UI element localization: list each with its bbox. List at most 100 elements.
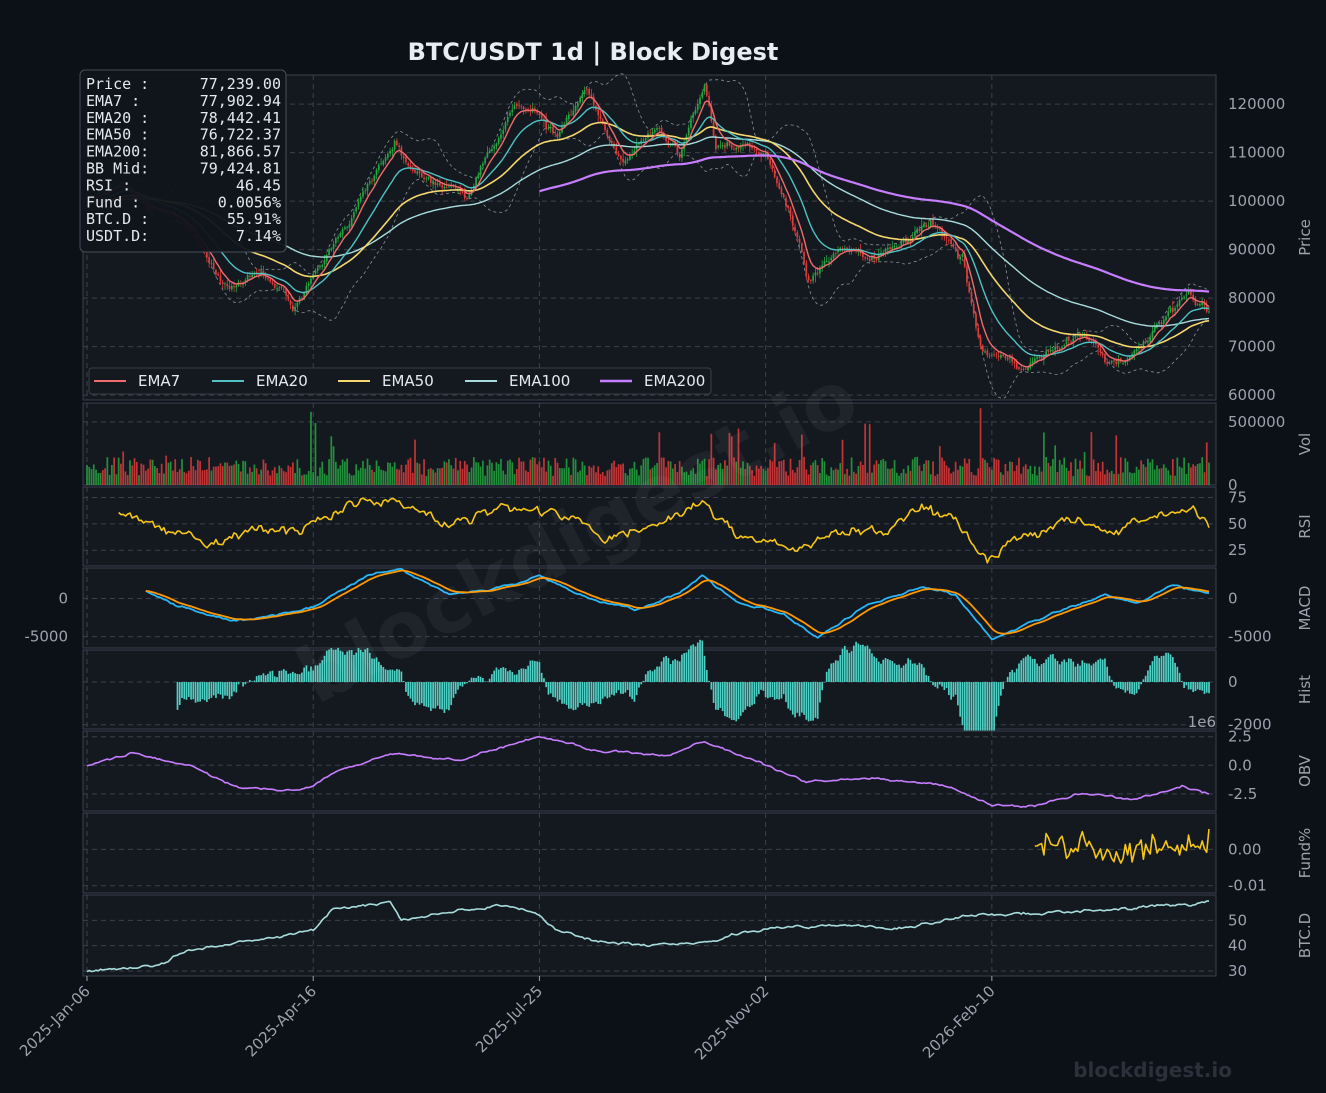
volume-bar — [350, 475, 353, 485]
volume-bar — [986, 462, 989, 485]
hist-bar — [819, 682, 821, 703]
candle-body — [941, 227, 943, 235]
hist-bar — [1079, 665, 1081, 683]
info-value: 79,424.81 — [200, 160, 281, 178]
volume-bar — [167, 462, 170, 485]
candle-body — [708, 95, 710, 106]
hist-bar — [1065, 662, 1068, 683]
volume-bar — [206, 469, 208, 485]
hist-bar — [486, 681, 489, 683]
hist-bar — [916, 664, 919, 683]
volume-bar — [296, 459, 299, 485]
hist-bar — [957, 682, 959, 706]
candle-body — [638, 143, 640, 145]
hist-bar — [1095, 661, 1097, 683]
candle-body — [954, 247, 957, 250]
volume-bar — [760, 465, 762, 485]
volume-bar — [1049, 466, 1052, 485]
candle-body — [375, 169, 378, 176]
volume-bar — [565, 458, 568, 485]
volume-bar — [239, 471, 242, 485]
hist-bar — [1183, 682, 1185, 689]
volume-bar — [1097, 462, 1100, 485]
candle-body — [364, 190, 367, 192]
volume-bar — [601, 471, 604, 485]
volume-bar — [703, 458, 706, 485]
hist-bar — [843, 645, 846, 683]
volume-bar — [990, 469, 993, 485]
hist-bar — [961, 682, 964, 726]
volume-bar — [583, 465, 586, 485]
volume-bar — [617, 464, 620, 485]
volume-bar — [586, 475, 588, 485]
hist-bar — [289, 673, 292, 683]
candle-body — [701, 92, 704, 98]
candle-body — [1176, 304, 1179, 307]
volume-tick-label: 0 — [1228, 476, 1238, 494]
volume-bar — [873, 464, 876, 485]
candle-body — [233, 286, 235, 288]
hist-bar — [1128, 682, 1131, 694]
hist-bar — [755, 682, 758, 697]
volume-bar — [1131, 473, 1133, 485]
candle-body — [1124, 361, 1127, 363]
volume-bar — [495, 462, 498, 485]
volume-bar — [540, 467, 543, 485]
volume-bar — [1208, 462, 1210, 485]
volume-bar — [1162, 464, 1165, 485]
candle-body — [441, 185, 443, 188]
volume-bar — [355, 464, 358, 485]
hist-bar — [459, 682, 462, 686]
info-label: USDT.D: — [86, 227, 149, 245]
candle-body — [970, 292, 973, 304]
hist-bar — [660, 661, 663, 683]
hist-bar — [911, 663, 914, 683]
volume-bar — [1160, 468, 1163, 485]
candle-body — [305, 286, 308, 294]
info-label: EMA7 : — [86, 92, 140, 110]
hist-bar — [816, 682, 819, 719]
hist-bar — [719, 682, 722, 708]
hist-bar — [355, 652, 358, 683]
hist-bar — [855, 641, 857, 683]
volume-bar — [943, 460, 946, 485]
hist-bar — [1199, 682, 1201, 691]
hist-bar — [812, 682, 814, 721]
candle-body — [812, 275, 814, 281]
volume-bar — [106, 457, 109, 485]
volume-bar — [1169, 475, 1172, 485]
volume-bar — [622, 463, 624, 485]
candle-body — [552, 126, 554, 134]
volume-bar — [613, 460, 615, 485]
hist-bar — [601, 682, 604, 699]
hist-bar — [570, 682, 572, 709]
hist-bar — [1174, 662, 1176, 683]
volume-bar — [579, 470, 581, 485]
hist-bar — [278, 670, 281, 683]
candle-body — [409, 165, 412, 169]
hist-bar — [859, 644, 862, 683]
volume-bar — [574, 459, 577, 485]
volume-bar — [1126, 461, 1129, 485]
volume-bar — [1045, 457, 1047, 485]
hist-bar — [762, 682, 765, 691]
candle-body — [477, 174, 480, 179]
volume-bar — [448, 459, 450, 485]
hist-bar — [884, 658, 887, 683]
hist-bar — [307, 671, 310, 683]
hist-bar — [396, 669, 398, 683]
candle-body — [491, 148, 493, 151]
volume-bar — [337, 468, 339, 485]
candle-body — [1115, 361, 1118, 364]
hist-bar — [387, 670, 389, 683]
volume-bar — [185, 473, 188, 485]
candle-body — [990, 354, 993, 356]
hist-bar — [708, 680, 710, 683]
candle-body — [1190, 289, 1192, 295]
hist-bar — [497, 669, 500, 683]
candle-body — [986, 350, 989, 356]
volume-bar — [258, 474, 260, 485]
hist-bar — [920, 664, 923, 683]
volume-bar — [1149, 462, 1152, 485]
candle-body — [373, 175, 376, 181]
